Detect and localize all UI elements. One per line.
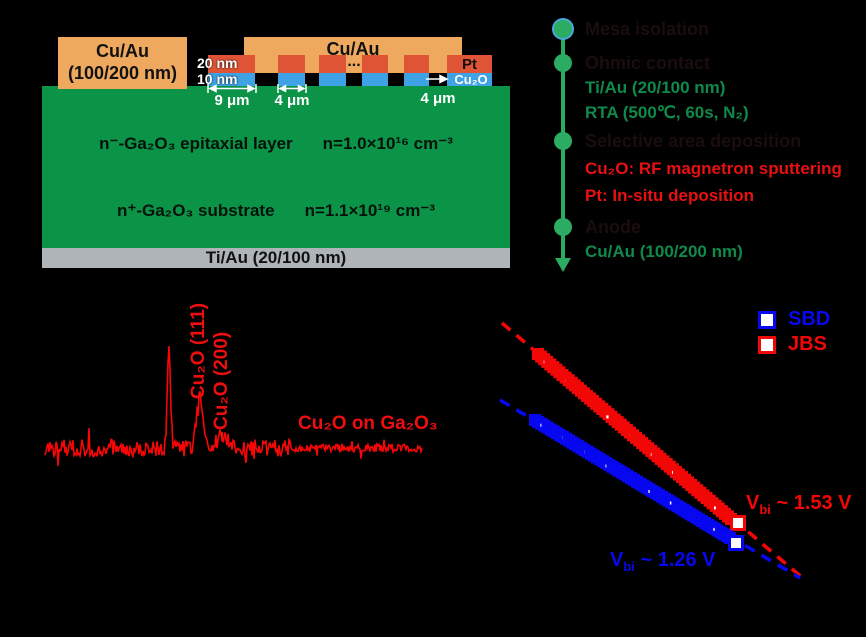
cv-final-marker-sbd xyxy=(728,535,744,551)
arrowhead-icon xyxy=(439,74,449,84)
dim-4um-finger-label: 4 μm xyxy=(274,92,310,109)
legend-label-jbs: JBS xyxy=(788,333,827,355)
pt-finger xyxy=(208,55,255,73)
vbi-annotation-sbd: Vbi ~ 1.26 V xyxy=(610,549,716,574)
ellipsis-label: ... xyxy=(347,53,361,70)
dim-9um-label: 9 μm xyxy=(214,92,250,109)
flow-step-title: Selective area deposition xyxy=(585,131,802,151)
sbd-anode-thickness-label: (100/200 nm) xyxy=(67,63,178,83)
xrd-peak-label-cu2o-200: Cu₂O (200) xyxy=(211,331,232,430)
sbd-anode-pad: Cu/Au (100/200 nm) xyxy=(58,37,187,89)
flow-step-title: Mesa isolation xyxy=(585,19,710,39)
pt-finger xyxy=(278,55,305,73)
flow-step-detail: Pt: In-situ deposition xyxy=(585,186,755,205)
jbs-marker-icon xyxy=(758,335,776,354)
xrd-annotation: Cu₂O on Ga₂O₃ xyxy=(298,413,438,434)
cu2o-finger xyxy=(319,73,346,86)
legend-row-sbd: SBD xyxy=(758,307,830,332)
cu2o-finger-labeled xyxy=(447,73,492,86)
xrd-peak-leader-line xyxy=(221,432,223,441)
substrate-text-row: n⁺-Ga₂O₃ substrate n=1.1×10¹⁹ cm⁻³ xyxy=(42,201,510,221)
xrd-peak-label-cu2o-111: Cu₂O (111) xyxy=(188,302,209,399)
flow-step-dot xyxy=(554,20,572,38)
pt-thickness-label: 20 nm xyxy=(197,55,238,71)
substrate-label: n⁺-Ga₂O₃ substrate xyxy=(116,201,275,220)
flow-step-dot xyxy=(554,218,572,236)
pt-finger xyxy=(404,55,429,73)
cu2o-finger xyxy=(362,73,388,86)
flow-step-detail: Cu₂O: RF magnetron sputtering xyxy=(585,159,842,178)
epitaxial-layer-region xyxy=(42,86,510,248)
cv-marker-band-jbs xyxy=(532,348,737,525)
pt-finger-labeled xyxy=(447,55,492,73)
sbd-anode-metal-label: Cu/Au xyxy=(96,41,149,61)
cv-final-marker-jbs xyxy=(730,515,746,531)
flow-step-title: Ohmic contact xyxy=(585,53,711,73)
sbd-marker-icon xyxy=(758,310,776,329)
vbi-annotation-jbs: Vbi ~ 1.53 V xyxy=(746,492,852,517)
flow-step-dot xyxy=(554,132,572,150)
cu2o-finger xyxy=(404,73,429,86)
cu2o-finger xyxy=(208,73,255,86)
flow-step-detail: Ti/Au (20/100 nm) xyxy=(585,78,726,97)
legend-row-jbs: JBS xyxy=(758,332,830,357)
xrd-plot xyxy=(44,345,423,466)
flow-step-dot xyxy=(554,54,572,72)
cathode-label: Ti/Au (20/100 nm) xyxy=(205,248,347,267)
cv-legend: SBD JBS xyxy=(758,307,830,357)
epi-layer-label: n⁻-Ga₂O₃ epitaxial layer xyxy=(99,134,293,153)
flow-step-title: Anode xyxy=(585,217,641,237)
flow-step-detail: Cu/Au (100/200 nm) xyxy=(585,242,743,261)
pt-finger xyxy=(362,55,388,73)
pt-finger xyxy=(319,55,346,73)
process-flow-panel: Mesa isolation Ohmic contact Ti/Au (20/100… xyxy=(545,10,866,290)
epi-layer-text-row: n⁻-Ga₂O₃ epitaxial layer n=1.0×10¹⁶ cm⁻³ xyxy=(42,134,510,154)
epi-doping-value: n=1.0×10¹⁶ cm⁻³ xyxy=(322,134,453,153)
flow-arrow-icon xyxy=(555,258,571,272)
pt-material-label: Pt xyxy=(462,56,477,73)
jbs-anode-metal-label: Cu/Au xyxy=(326,39,380,59)
cv-marker-band-sbd xyxy=(529,414,736,544)
legend-label-sbd: SBD xyxy=(788,308,831,330)
cu2o-finger xyxy=(278,73,305,86)
cu2o-thickness-label: 10 nm xyxy=(197,71,238,87)
cv-extrapolation-line-jbs xyxy=(500,321,807,582)
flow-step-detail: RTA (500℃, 60s, N₂) xyxy=(585,103,749,122)
cathode-bar: Ti/Au (20/100 nm) xyxy=(42,248,510,268)
substrate-doping-value: n=1.1×10¹⁹ cm⁻³ xyxy=(304,201,436,220)
cu2o-material-label: Cu₂O xyxy=(454,72,488,87)
dim-4um-gap-label: 4 μm xyxy=(420,90,456,107)
